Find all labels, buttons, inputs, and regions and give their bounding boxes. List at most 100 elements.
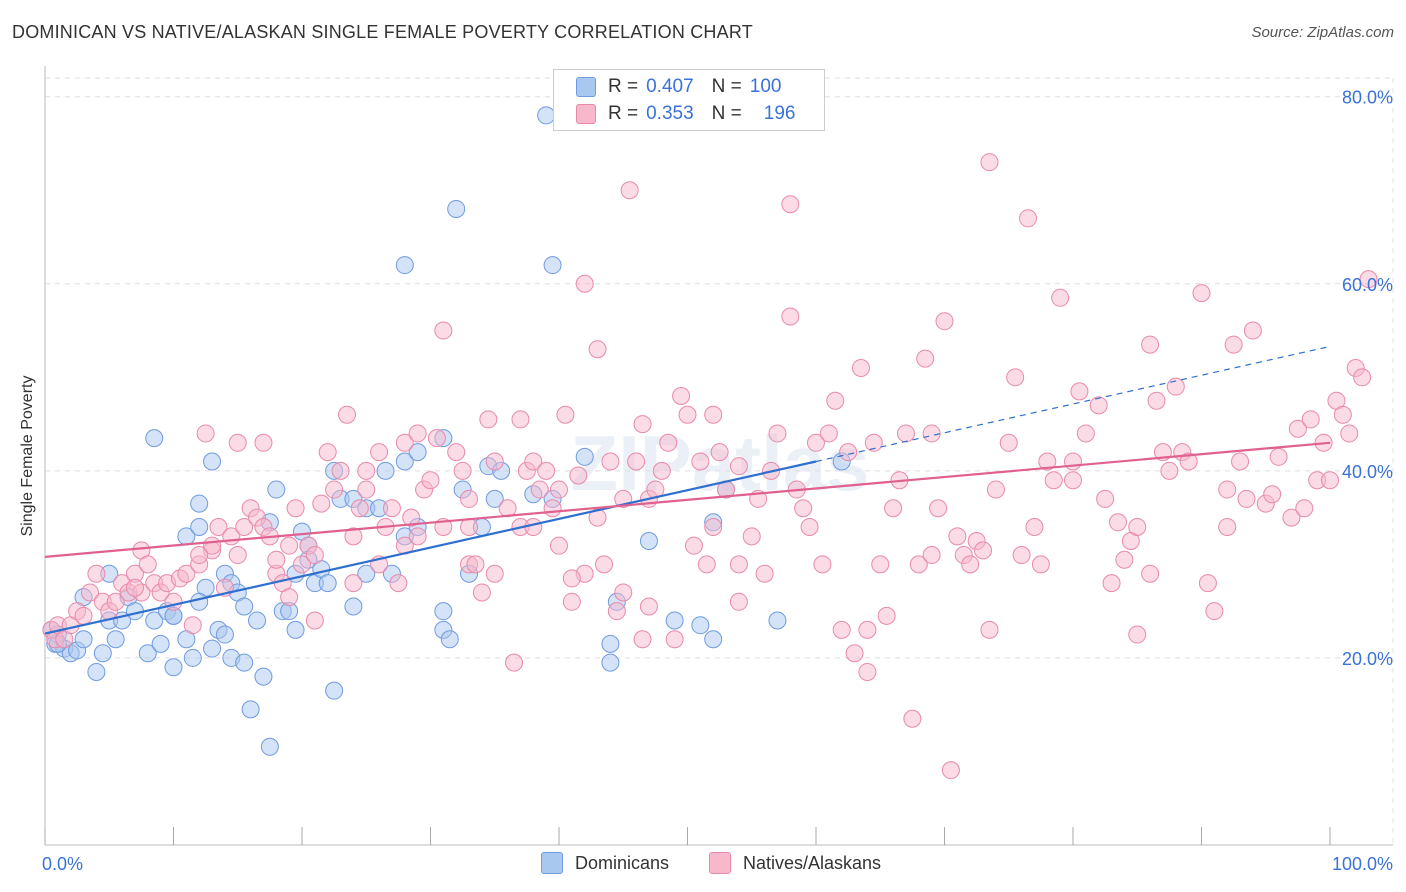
data-point [87,662,106,681]
data-point [614,583,633,602]
data-point [1321,471,1339,490]
data-point [389,574,408,593]
data-point [466,555,485,574]
data-point [395,452,414,471]
data-point [871,555,890,574]
data-point [877,606,896,625]
data-point [839,443,858,462]
data-point [177,564,196,583]
y-tick-label: 60.0% [1342,275,1393,295]
legend-swatch-natives [576,104,596,124]
data-point [370,443,389,462]
data-point [138,555,157,574]
data-point [472,583,491,602]
data-point [742,527,761,546]
data-point [1115,550,1134,569]
data-point [228,546,247,565]
data-point [1089,396,1108,415]
legend-label-dominicans: Dominicans [575,852,670,873]
data-point [601,653,620,672]
data-point [691,452,710,471]
data-point [183,648,202,667]
data-point [1340,424,1359,443]
legend-n-label: N = [711,76,742,97]
data-point [948,527,967,546]
x-tick-label-max: 100.0% [1332,854,1393,874]
legend-r-value: 0.353 [646,103,694,124]
data-point [807,433,825,452]
data-point [344,527,363,546]
data-point [286,620,305,639]
data-point [151,634,170,653]
data-point [704,630,723,649]
legend-item-natives[interactable]: Natives/Alaskans [709,852,881,874]
data-point [627,452,646,471]
data-point [1102,574,1121,593]
data-point [106,630,125,649]
data-point [1031,555,1050,574]
data-point [633,415,652,434]
data-point [382,499,401,518]
data-point [1128,517,1147,536]
data-point [864,433,883,452]
data-point [203,452,222,471]
data-point [980,153,999,172]
legend-r-value: 0.407 [646,76,694,97]
data-point [395,256,414,275]
data-point [350,499,369,518]
data-point [337,405,356,424]
data-point [280,588,299,607]
data-point [588,508,607,527]
data-point [588,340,607,359]
data-point [1263,485,1282,504]
data-point [884,499,903,518]
data-point [318,574,337,593]
data-point [601,452,620,471]
tick-labels: 20.0% 40.0% 60.0% 80.0% 0.0% 100.0% [42,88,1393,874]
data-point [1147,391,1166,410]
legend-row-natives: R = 0.353 N = 196 [576,102,795,126]
data-point [260,737,279,756]
data-point [691,616,710,635]
data-point [999,433,1018,452]
data-point [633,630,652,649]
data-point [684,536,703,555]
legend-n-label: N = [711,103,742,124]
data-point [1051,288,1070,307]
data-point [254,667,273,686]
data-point [1025,517,1044,536]
data-point [813,555,832,574]
data-point [447,199,466,218]
data-point [125,578,144,597]
data-point [768,424,787,443]
legend-item-dominicans[interactable]: Dominicans [541,852,669,874]
source-label: Source: ZipAtlas.com [1251,24,1394,41]
trend-line-natives [44,441,1331,559]
data-point [434,321,453,340]
data-point [710,443,729,462]
data-point [665,630,684,649]
data-point [1231,452,1250,471]
data-point [434,602,453,621]
data-point [858,620,877,639]
legend-n-value: 100 [749,76,782,97]
data-point [556,405,575,424]
data-point [659,433,678,452]
data-point [562,569,581,588]
data-point [447,443,466,462]
data-point [665,611,684,630]
data-point [408,443,427,462]
data-point [1243,321,1262,340]
legend-swatch-dominicans [541,852,563,874]
data-point [1218,480,1237,499]
legend-n-value: 196 [763,103,796,124]
data-point [228,433,247,452]
chart-title: DOMINICAN VS NATIVE/ALASKAN SINGLE FEMAL… [12,22,753,42]
data-point [87,564,106,583]
data-point [543,256,562,275]
data-point [729,592,748,611]
data-point [916,349,935,368]
data-point [196,424,215,443]
data-point [1012,546,1031,565]
data-point [562,592,581,611]
